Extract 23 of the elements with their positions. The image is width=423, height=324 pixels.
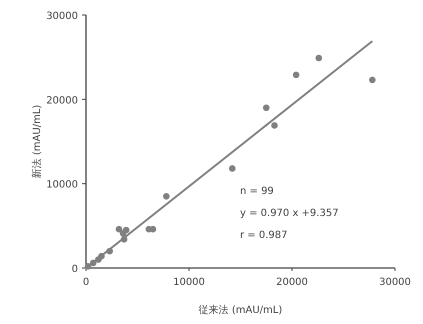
point [116,226,122,233]
point [292,72,300,78]
x-tick-label: 0 [82,277,90,288]
x-tick-label: 10000 [173,277,205,288]
point [228,165,236,172]
point [163,193,170,200]
point [262,104,270,112]
point [150,226,156,233]
point [369,76,376,84]
y-tick-label: 20000 [46,95,78,106]
point [315,54,322,62]
y-tick-label: 0 [72,264,78,275]
point [271,122,278,129]
annotation: n = 99 [240,186,274,197]
y-tick-label: 10000 [46,180,78,191]
annotation: y = 0.970 x +9.357 [240,208,339,219]
y-axis-title: 新法 (mAU/mL) [31,104,43,178]
x-axis-title: 従来法 (mAU/mL) [198,304,282,316]
y-tick-label: 30000 [46,11,78,22]
annotation: r = 0.987 [240,230,288,241]
point [120,230,126,237]
x-tick-label: 20000 [276,277,308,288]
x-tick-label: 30000 [379,277,411,288]
